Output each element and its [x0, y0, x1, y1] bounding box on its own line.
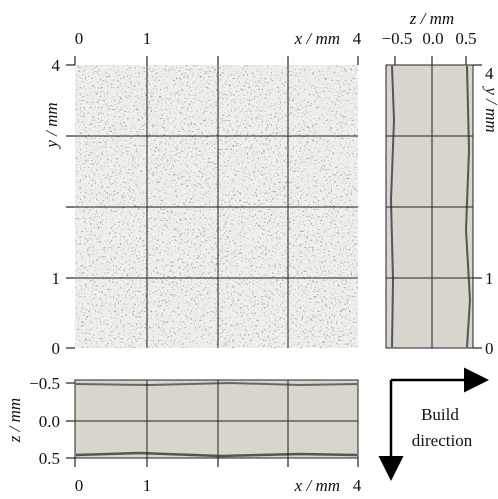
y-axis-label: y / mm: [42, 102, 61, 149]
y-tick-label: 1: [52, 269, 61, 288]
arrow-label: Build: [421, 405, 459, 424]
side-panel: z / mm −0.5 0.0 0.5 4 1 0 y / mm: [382, 9, 498, 358]
z-axis-label: z / mm: [409, 9, 454, 28]
x-tick-label: 1: [143, 29, 152, 48]
x-axis-label: x / mm: [294, 476, 340, 495]
y-tick-label: 1: [485, 269, 494, 288]
x-tick-label: 4: [353, 476, 362, 495]
x-tick-label: 1: [143, 476, 152, 495]
z-axis-label: z / mm: [5, 398, 24, 443]
x-axis-label: x / mm: [294, 29, 340, 48]
arrow-label: direction: [412, 431, 473, 450]
z-tick-label: 0.5: [455, 29, 476, 48]
z-tick-label: −0.5: [29, 374, 60, 393]
z-tick-label: −0.5: [382, 29, 413, 48]
z-tick-label: 0.0: [39, 412, 60, 431]
ticks: [66, 56, 359, 349]
y-tick-label: 0: [52, 339, 61, 358]
y-axis-label: y / mm: [482, 85, 498, 132]
x-tick-label: 0: [75, 29, 84, 48]
y-tick-label: 4: [485, 64, 494, 83]
z-tick-label: 0.0: [422, 29, 443, 48]
y-tick-label: 0: [485, 339, 494, 358]
x-tick-label: 4: [353, 29, 362, 48]
grid: [75, 65, 358, 348]
z-tick-label: 0.5: [39, 449, 60, 468]
x-tick-label: 0: [75, 476, 84, 495]
y-tick-label: 4: [52, 56, 61, 75]
build-direction: Build direction: [378, 367, 489, 481]
bottom-panel: −0.5 0.0 0.5 z / mm 0 1 x / mm 4: [5, 374, 362, 495]
top-panel: 0 1 x / mm 4 4 1 0 y / mm: [42, 29, 362, 358]
